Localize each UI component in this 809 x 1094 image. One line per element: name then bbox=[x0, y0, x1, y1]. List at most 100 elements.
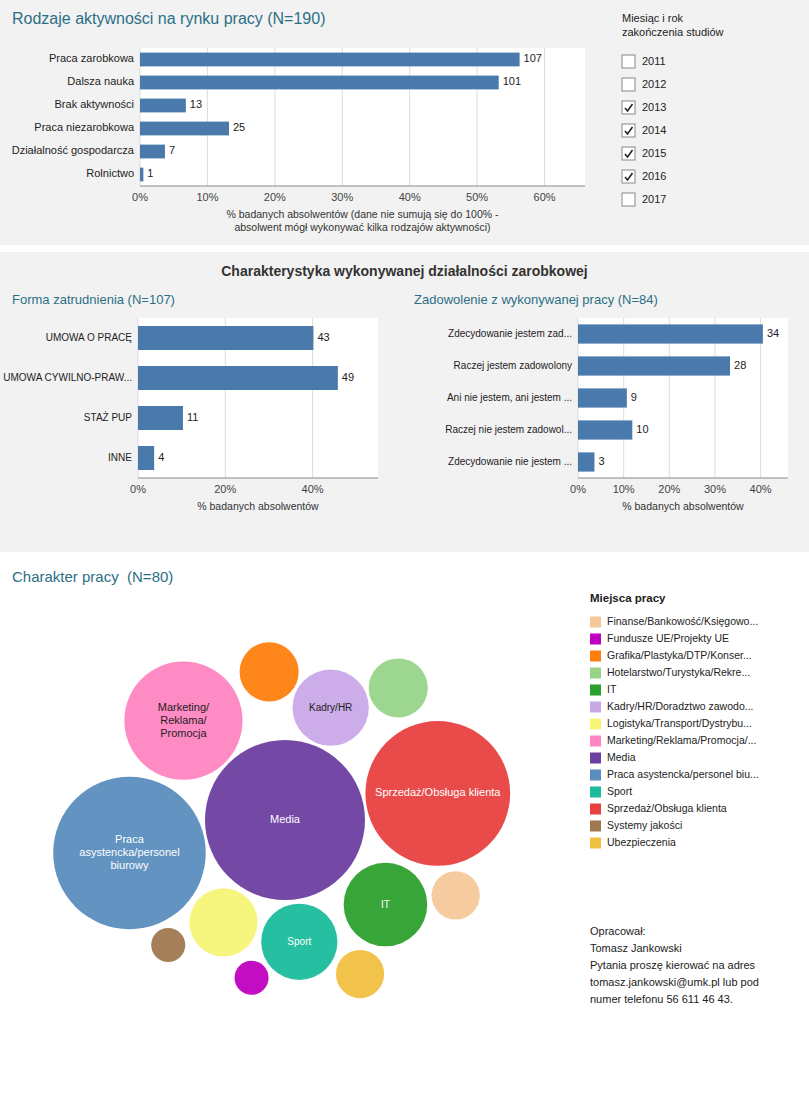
credit-text: Tomasz Jankowski bbox=[590, 942, 682, 954]
tick-label: 40% bbox=[750, 483, 772, 495]
data-label: 4 bbox=[158, 451, 164, 463]
chart-title: Rodzaje aktywności na rynku pracy (N=190… bbox=[12, 10, 325, 27]
plot-background bbox=[578, 318, 788, 478]
check-mark bbox=[625, 104, 633, 111]
grid-line bbox=[477, 48, 478, 186]
data-label: 13 bbox=[190, 98, 202, 110]
check-mark bbox=[625, 150, 633, 157]
legend-label: Grafika/Plastyka/DTP/Konser... bbox=[607, 649, 752, 661]
checkbox bbox=[622, 78, 635, 91]
bar bbox=[140, 76, 499, 90]
category-label: Praca zarobkowa bbox=[49, 52, 135, 64]
filter-legend: Miesiąc i rokzakończenia studiów20112012… bbox=[622, 12, 724, 206]
bubble bbox=[151, 928, 185, 962]
category-label: Ani nie jestem, ani jestem ... bbox=[447, 392, 572, 403]
legend-swatch bbox=[590, 804, 601, 815]
data-label: 28 bbox=[734, 359, 746, 371]
grid-line bbox=[140, 48, 141, 186]
legend-label: Praca asystencka/personel biu... bbox=[607, 768, 759, 780]
grid-line bbox=[409, 48, 410, 186]
bubble bbox=[293, 670, 369, 746]
data-label: 101 bbox=[503, 75, 521, 87]
tick-label: 20% bbox=[658, 483, 680, 495]
grid-line bbox=[544, 48, 545, 186]
legend-label: Sport bbox=[607, 785, 632, 797]
tick-label: 0% bbox=[132, 191, 148, 203]
bubble-label: Pracaasystencka/personelbiurowy bbox=[79, 833, 179, 871]
data-label: 10 bbox=[636, 423, 648, 435]
tick-label: 60% bbox=[534, 191, 556, 203]
credit-text: numer telefonu 56 611 46 43. bbox=[590, 993, 733, 1005]
bars bbox=[578, 324, 763, 471]
bar-chart: Forma zatrudnienia (N=107)0%20%40%43UMOW… bbox=[3, 292, 378, 512]
bar bbox=[140, 122, 229, 136]
bubble bbox=[369, 658, 428, 717]
tick-label: 20% bbox=[264, 191, 286, 203]
filter-item: 2011 bbox=[642, 55, 666, 67]
legend-swatch bbox=[590, 770, 601, 781]
data-label: 25 bbox=[233, 121, 245, 133]
bubble bbox=[234, 961, 268, 995]
dashboard: Rodzaje aktywności na rynku pracy (N=190… bbox=[0, 0, 809, 1094]
tick-label: 30% bbox=[704, 483, 726, 495]
bar bbox=[138, 366, 338, 390]
category-label: INNE bbox=[108, 452, 132, 463]
category-label: Działalność gospodarcza bbox=[12, 144, 135, 156]
bubble bbox=[365, 721, 510, 866]
data-label: 7 bbox=[169, 144, 175, 156]
grid-line bbox=[274, 48, 275, 186]
grid-line bbox=[342, 48, 343, 186]
axis-label: % badanych absolwentów bbox=[197, 500, 319, 512]
bubble-label: Sport bbox=[287, 935, 311, 946]
legend-swatch bbox=[590, 719, 601, 730]
data-label: 1 bbox=[147, 167, 153, 179]
filter-item: 2016 bbox=[642, 170, 666, 182]
credit-text: Opracował: bbox=[590, 925, 646, 937]
legend-label: Fundusze UE/Projekty UE bbox=[607, 632, 729, 644]
bubble-chart: Charakter pracy (N=80)ITKadry/HRMarketin… bbox=[12, 568, 510, 998]
x-axis-line bbox=[138, 478, 378, 479]
bubble-label: Kadry/HR bbox=[309, 701, 352, 712]
legend-swatch bbox=[590, 617, 601, 628]
bar bbox=[578, 356, 730, 375]
checkbox bbox=[622, 101, 635, 114]
category-label: Raczej nie jestem zadowol... bbox=[445, 424, 572, 435]
legend-swatch bbox=[590, 736, 601, 747]
bar bbox=[578, 388, 627, 407]
bar bbox=[140, 168, 143, 182]
legend-swatch bbox=[590, 838, 601, 849]
tick-label: 40% bbox=[399, 191, 421, 203]
category-label: Rolnictwo bbox=[86, 167, 134, 179]
grid-line bbox=[207, 48, 208, 186]
category-label: Praca niezarobkowa bbox=[34, 121, 135, 133]
chart-title: Forma zatrudnienia (N=107) bbox=[12, 292, 175, 307]
category-label: Zdecydowanie nie jestem ... bbox=[448, 456, 572, 467]
data-label: 34 bbox=[767, 327, 779, 339]
data-label: 11 bbox=[187, 411, 198, 423]
legend-label: Systemy jakości bbox=[607, 819, 682, 831]
legend-label: Finanse/Bankowość/Księgowo... bbox=[607, 615, 758, 627]
legend-label: Ubezpieczenia bbox=[607, 836, 676, 848]
bubble-label: IT bbox=[381, 898, 390, 909]
check-mark bbox=[625, 173, 633, 180]
section-title: Charakterystyka wykonywanej działalności… bbox=[221, 263, 587, 279]
bar bbox=[578, 420, 632, 439]
bar bbox=[138, 326, 313, 350]
bar-chart: Rodzaje aktywności na rynku pracy (N=190… bbox=[12, 10, 585, 233]
tick-label: 0% bbox=[130, 483, 146, 495]
bubble-label: Media bbox=[270, 813, 301, 825]
bar bbox=[138, 406, 183, 430]
legend-swatch bbox=[590, 787, 601, 798]
bubble bbox=[53, 777, 206, 930]
axis-label: % badanych absolwentów (dane nie sumują … bbox=[226, 208, 499, 233]
bar bbox=[140, 145, 165, 159]
data-label: 43 bbox=[317, 331, 329, 343]
bar bbox=[140, 99, 186, 113]
filter-item: 2012 bbox=[642, 78, 666, 90]
section-background bbox=[0, 252, 809, 552]
category-label: UMOWA CYWILNO-PRAW... bbox=[3, 372, 132, 383]
category-label: Brak aktywności bbox=[55, 98, 134, 110]
legend-swatch bbox=[590, 668, 601, 679]
legend-label: Media bbox=[607, 751, 636, 763]
credit-text: Pytania proszę kierować na adres bbox=[590, 959, 756, 971]
